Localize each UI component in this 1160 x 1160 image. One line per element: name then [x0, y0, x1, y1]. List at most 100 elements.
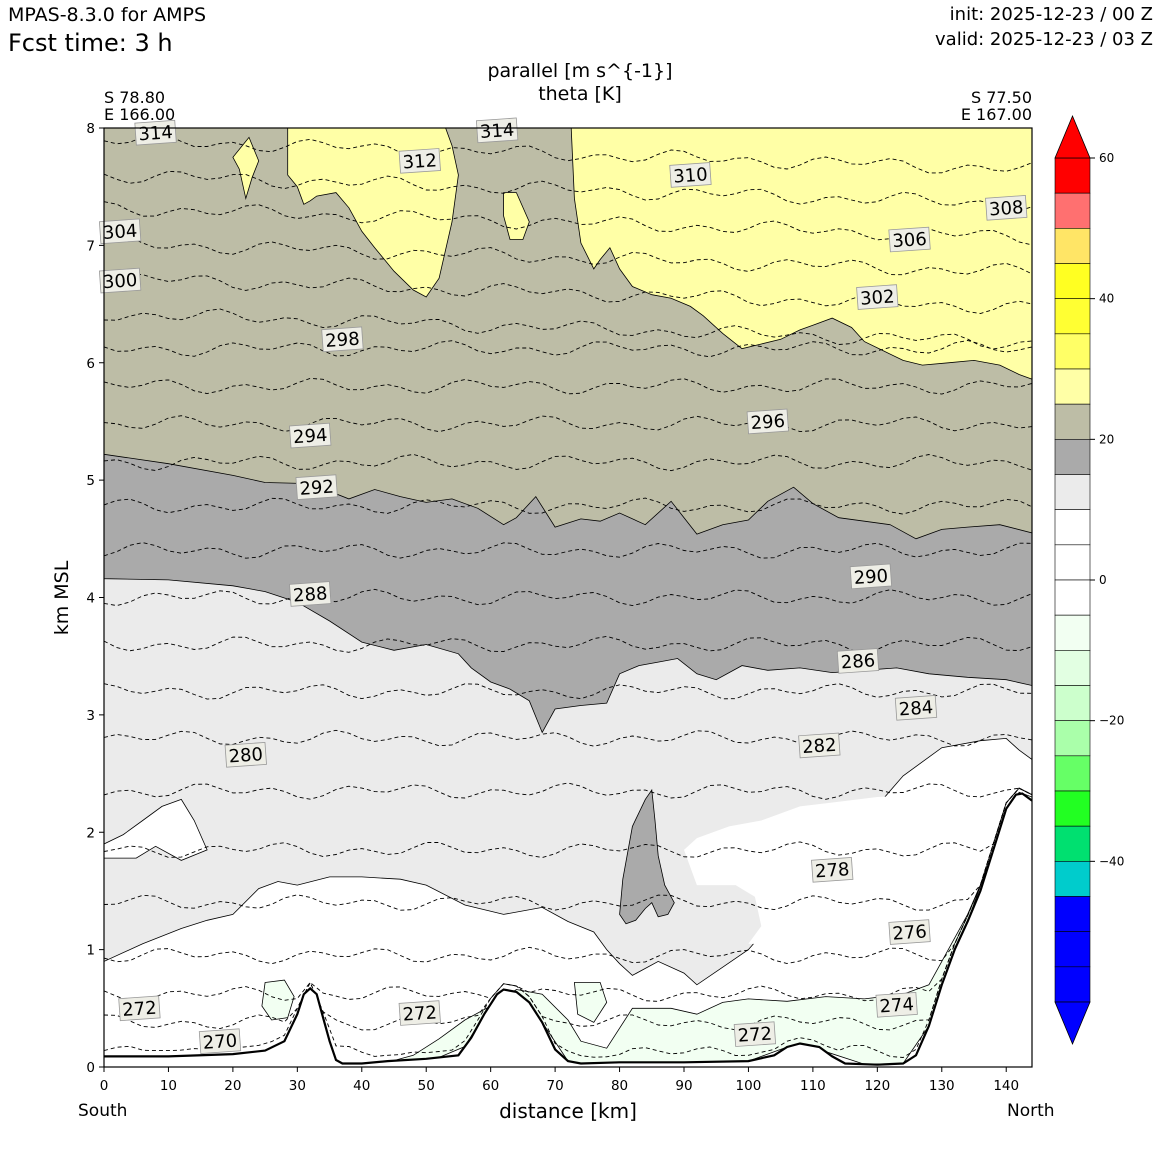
- theta-label-text: 300: [102, 270, 138, 293]
- x-tick-label: 40: [353, 1078, 370, 1094]
- colorbar-cell: [1054, 263, 1091, 299]
- model-name: MPAS-8.3.0 for AMPS: [8, 4, 207, 26]
- theta-label-25: 270: [198, 1028, 242, 1054]
- chart-title-theta: theta [K]: [538, 83, 622, 105]
- theta-label-text: 282: [802, 735, 838, 758]
- colorbar: 60 40 20 0 −20 −40: [1054, 114, 1124, 1046]
- x-tick-label: 70: [547, 1078, 564, 1094]
- theta-label-15: 286: [836, 648, 880, 674]
- wind-blob-negative-2: [573, 982, 608, 1023]
- theta-label-4: 308: [985, 195, 1028, 221]
- y-tick-label: 2: [86, 825, 95, 841]
- y-tick-label: 1: [86, 943, 95, 959]
- colorbar-cell: [1054, 509, 1091, 546]
- end-latitude: S 77.50: [970, 88, 1032, 107]
- x-tick-label: 130: [929, 1078, 955, 1094]
- theta-label-text: 270: [202, 1031, 238, 1054]
- colorbar-cell: [1054, 790, 1091, 827]
- colorbar-cell: [1054, 931, 1091, 968]
- theta-label-21: 274: [875, 991, 918, 1018]
- x-tick-label: 100: [736, 1078, 762, 1094]
- y-tick-label: 0: [86, 1060, 95, 1076]
- colorbar-extend-bottom: [1054, 1001, 1091, 1046]
- colorbar-cell: [1054, 650, 1091, 686]
- y-axis-label: km MSL: [51, 560, 73, 636]
- theta-label-12: 292: [295, 474, 338, 500]
- init-time: init: 2025-12-23 / 00 Z: [949, 4, 1153, 25]
- x-tick-label: 50: [418, 1078, 435, 1094]
- x-tick-label: 20: [224, 1078, 241, 1094]
- theta-label-text: 272: [737, 1023, 773, 1046]
- theta-label-text: 290: [853, 566, 889, 589]
- colorbar-extend-top: [1054, 114, 1091, 159]
- theta-label-5: 306: [888, 226, 931, 253]
- theta-contour-290: [104, 588, 1032, 607]
- theta-label-text: 310: [673, 164, 709, 187]
- wind-pocket-west: [104, 798, 208, 861]
- colorbar-tick-label: −20: [1099, 714, 1124, 728]
- theta-label-2: 312: [398, 148, 441, 174]
- terrain-mask: [104, 793, 1032, 1067]
- theta-label-text: 314: [479, 120, 515, 143]
- end-longitude: E 167.00: [960, 105, 1032, 124]
- theta-label-7: 302: [856, 284, 899, 310]
- theta-label-text: 292: [299, 476, 335, 499]
- theta-label-18: 280: [224, 741, 267, 768]
- x-tick-label: 140: [993, 1078, 1019, 1094]
- x-tick-label: 90: [675, 1078, 692, 1094]
- colorbar-cell: [1054, 157, 1091, 194]
- start-longitude: E 166.00: [104, 105, 176, 124]
- theta-label-text: 312: [402, 150, 438, 173]
- x-tick-label: 30: [289, 1078, 306, 1094]
- theta-contour-306: [104, 273, 1032, 314]
- theta-label-text: 272: [122, 998, 158, 1021]
- theta-label-text: 296: [750, 411, 786, 434]
- colorbar-cell: [1054, 298, 1091, 335]
- colorbar-tick-label: −40: [1099, 854, 1124, 868]
- theta-label-16: 284: [894, 695, 938, 721]
- theta-label-text: 288: [292, 583, 328, 606]
- y-tick-label: 3: [86, 708, 95, 724]
- theta-label-6: 304: [98, 218, 142, 245]
- theta-label-11: 294: [289, 422, 332, 449]
- theta-contour-294: [104, 497, 1032, 515]
- colorbar-cell: [1054, 403, 1091, 440]
- colorbar-cell: [1054, 228, 1091, 264]
- theta-label-text: 280: [228, 744, 264, 767]
- colorbar-cell: [1054, 966, 1091, 1003]
- theta-contour-308: [104, 235, 1032, 276]
- theta-label-19: 278: [811, 857, 854, 883]
- theta-label-text: 278: [814, 859, 850, 882]
- colorbar-cell: [1054, 333, 1091, 370]
- colorbar-cell: [1054, 544, 1091, 581]
- theta-contour-288: [104, 635, 1032, 654]
- x-tick-label: 80: [611, 1078, 628, 1094]
- theta-label-text: 294: [292, 425, 328, 448]
- theta-label-0: 314: [134, 119, 177, 146]
- theta-label-20: 276: [888, 919, 931, 945]
- theta-label-text: 298: [325, 329, 361, 352]
- wind-blob-3: [619, 788, 675, 925]
- theta-label-text: 272: [402, 1002, 438, 1025]
- theta-label-3: 310: [669, 162, 712, 188]
- colorbar-cell: [1054, 896, 1091, 932]
- theta-contour-312: [104, 170, 1032, 212]
- theta-label-8: 300: [98, 267, 142, 294]
- colorbar-cell: [1054, 368, 1091, 405]
- theta-contour-270: [104, 787, 1032, 1058]
- x-tick-label: 10: [160, 1078, 177, 1094]
- colorbar-cell: [1054, 192, 1091, 229]
- y-tick-label: 4: [86, 591, 95, 607]
- theta-label-14: 288: [289, 581, 332, 607]
- y-tick-label: 8: [86, 121, 95, 137]
- colorbar-cell: [1054, 474, 1091, 510]
- theta-label-text: 276: [892, 921, 928, 944]
- theta-label-text: 306: [892, 229, 928, 252]
- theta-label-text: 284: [898, 697, 934, 720]
- theta-label-text: 286: [840, 650, 876, 673]
- y-tick-label: 5: [86, 473, 95, 489]
- wind-pocket-east: [684, 785, 1032, 950]
- south-label: South: [78, 1101, 128, 1121]
- theta-label-text: 308: [988, 197, 1024, 220]
